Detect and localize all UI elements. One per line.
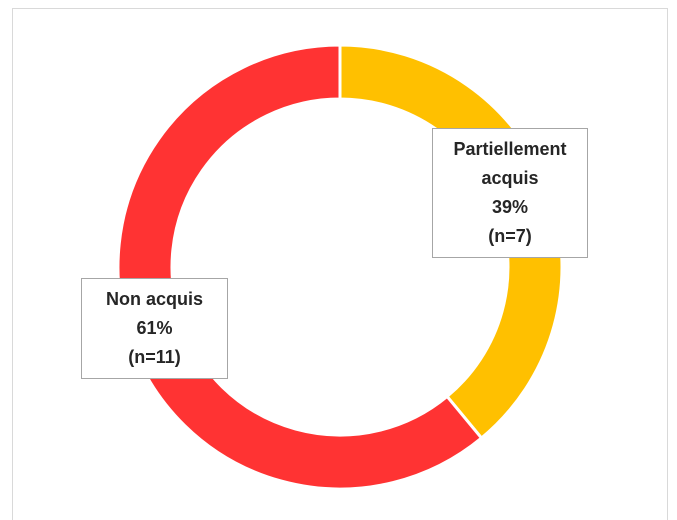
data-label: Partiellement acquis 39% (n=7) <box>432 128 588 258</box>
category-label: Non acquis <box>105 289 203 309</box>
percent-label: 39% <box>491 197 529 217</box>
percent-label: 61% <box>136 318 173 338</box>
chart-frame <box>12 8 668 520</box>
count-label: (n=7) <box>488 226 532 246</box>
data-label: Non acquis 61% (n=11) <box>81 278 228 379</box>
category-label: Partiellement acquis <box>453 139 567 188</box>
count-label: (n=11) <box>128 347 181 367</box>
